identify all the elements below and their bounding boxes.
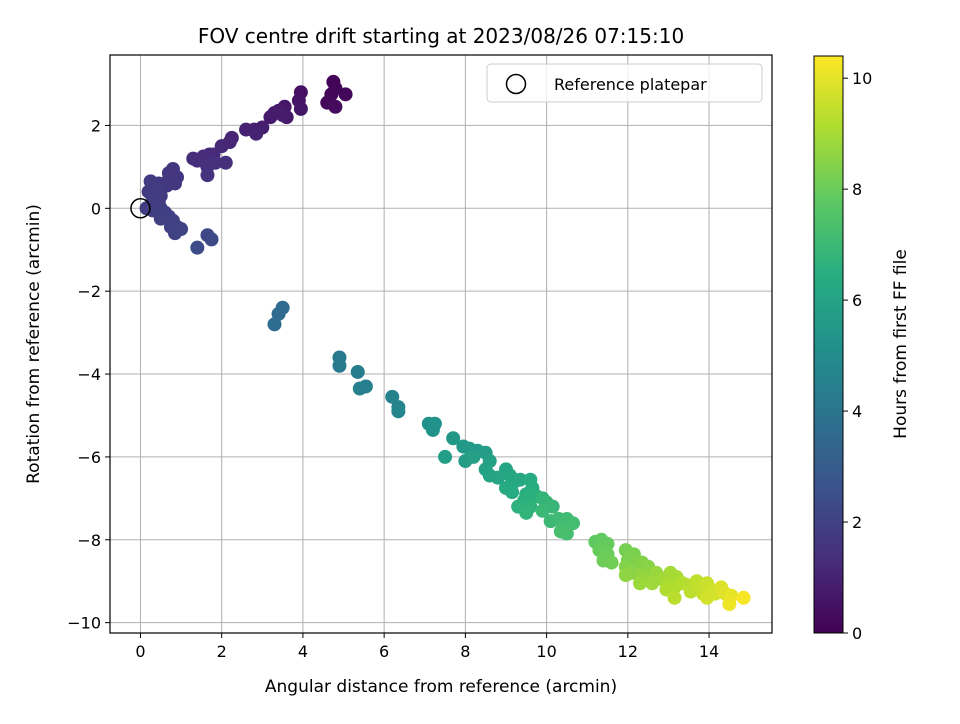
y-tick-label: −4: [77, 365, 101, 384]
x-tick-label: 6: [379, 642, 389, 661]
x-tick-label: 4: [298, 642, 308, 661]
y-tick-label: −10: [67, 614, 101, 633]
colorbar-gradient: [813, 55, 844, 634]
x-tick-label: 8: [460, 642, 470, 661]
data-point: [667, 590, 682, 605]
data-point: [174, 222, 189, 237]
data-point: [722, 596, 737, 611]
data-point: [513, 472, 528, 487]
data-point: [267, 317, 282, 332]
data-point: [425, 422, 440, 437]
legend-box: [486, 63, 763, 103]
legend-label: Reference platepar: [554, 75, 707, 94]
data-point: [190, 240, 205, 255]
data-point: [446, 431, 461, 446]
data-point: [338, 87, 353, 102]
colorbar-tick-label: 0: [852, 624, 862, 643]
data-point: [153, 211, 168, 226]
reference-platepar-marker: [130, 198, 151, 219]
data-points: [139, 74, 751, 611]
data-point: [466, 449, 481, 464]
y-tick-label: −8: [77, 531, 101, 550]
legend: Reference platepar: [486, 63, 763, 103]
data-point: [565, 516, 580, 531]
colorbar-tick-label: 10: [852, 69, 872, 88]
data-point: [505, 485, 520, 500]
data-point: [293, 101, 308, 116]
y-tick-label: −6: [77, 448, 101, 467]
x-tick-label: 0: [135, 642, 145, 661]
y-tick-label: 0: [91, 199, 101, 218]
y-tick-label: 2: [91, 116, 101, 135]
data-point: [438, 449, 453, 464]
data-point: [519, 505, 534, 520]
data-point: [218, 155, 233, 170]
data-point: [350, 364, 365, 379]
colorbar-tick-label: 2: [852, 513, 862, 532]
colorbar: 0 2 4 6 8 10 Hours from first FF file: [813, 55, 911, 643]
data-point: [275, 108, 290, 123]
plot-frame: [109, 54, 773, 634]
colorbar-tick-label: 4: [852, 402, 862, 421]
data-point: [633, 576, 648, 591]
data-point: [352, 381, 367, 396]
data-point: [553, 524, 568, 539]
data-point: [328, 99, 343, 114]
data-point: [391, 404, 406, 419]
data-point: [618, 567, 633, 582]
x-axis-ticks: 0 2 4 6 8 10 12 14: [135, 633, 719, 661]
legend-marker-icon: [505, 73, 527, 95]
data-point: [535, 503, 550, 518]
data-point: [200, 168, 215, 183]
chart-title: FOV centre drift starting at 2023/08/26 …: [198, 24, 684, 48]
colorbar-ticks: 0 2 4 6 8 10: [843, 69, 872, 643]
y-axis-ticks: −10 −8 −6 −4 −2 0 2: [67, 116, 110, 633]
x-tick-label: 2: [217, 642, 227, 661]
colorbar-label: Hours from first FF file: [891, 249, 911, 439]
colorbar-tick-label: 8: [852, 180, 862, 199]
data-point: [204, 232, 219, 247]
data-point: [604, 555, 619, 570]
y-axis-label: Rotation from reference (arcmin): [24, 204, 44, 484]
y-tick-label: −2: [77, 282, 101, 301]
reference-marker-layer: [130, 198, 151, 219]
data-point: [249, 126, 264, 141]
x-tick-label: 12: [618, 642, 638, 661]
data-point: [736, 590, 751, 605]
x-tick-label: 10: [536, 642, 556, 661]
x-axis-label: Angular distance from reference (arcmin): [265, 677, 617, 697]
data-point: [332, 358, 347, 373]
colorbar-tick-label: 6: [852, 291, 862, 310]
data-point: [385, 389, 400, 404]
x-tick-label: 14: [699, 642, 719, 661]
